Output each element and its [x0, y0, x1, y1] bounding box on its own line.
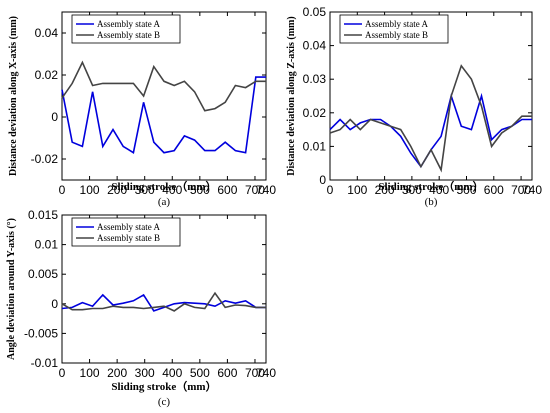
x-tick-label: 100 — [80, 183, 100, 197]
y-tick-label: 0.04 — [35, 26, 59, 40]
y-axis-label: Angle deviation around Y-axis (°) — [6, 218, 17, 360]
series-line-a — [329, 92, 532, 169]
x-tick-label: 400 — [429, 183, 449, 197]
x-tick-label: 100 — [80, 366, 100, 380]
legend-box — [339, 14, 449, 44]
y-tick-label: 0.04 — [303, 39, 327, 53]
legend-box — [71, 217, 181, 247]
y-tick-label: 0.015 — [28, 208, 58, 222]
x-tick-label: 300 — [402, 183, 422, 197]
y-tick-label: 0.02 — [35, 68, 59, 82]
y-tick-label: 0.03 — [303, 72, 327, 86]
x-tick-label: 0 — [59, 183, 66, 197]
x-tick-label: 100 — [347, 183, 367, 197]
legend-label-a: Assembly state A — [97, 19, 160, 29]
legend-label-a: Assembly state A — [365, 19, 428, 29]
series-line-b — [61, 60, 266, 112]
panel-caption: (b) — [425, 196, 438, 208]
plot-frame — [61, 11, 267, 181]
x-tick-label: 0 — [59, 366, 66, 380]
x-tick-label: 200 — [107, 183, 127, 197]
x-tick-label: 740 — [256, 366, 276, 380]
series-line-a — [61, 293, 266, 312]
y-axis-label: Distance deviation along X-axis (mm) — [8, 16, 19, 176]
x-tick-label: 600 — [217, 366, 237, 380]
x-tick-label: 300 — [135, 183, 155, 197]
legend-label-b: Assembly state B — [97, 233, 160, 243]
panel-caption: (a) — [158, 196, 171, 208]
x-tick-label: 400 — [162, 366, 182, 380]
y-tick-label: 0.02 — [303, 106, 327, 120]
x-tick-label: 200 — [107, 366, 127, 380]
y-tick-label: 0.01 — [303, 139, 327, 153]
x-tick-label: 0 — [327, 183, 334, 197]
y-tick-label: 0 — [51, 297, 58, 311]
panel-caption: (c) — [158, 396, 171, 408]
plot-frame — [329, 11, 533, 181]
legend-label-b: Assembly state B — [97, 30, 160, 40]
y-tick-label: -0.005 — [24, 326, 58, 340]
y-tick-label: 0.005 — [28, 267, 58, 281]
legend-box — [71, 14, 181, 44]
series-line-b — [329, 64, 532, 173]
x-tick-label: 700 — [245, 183, 265, 197]
x-tick-label: 700 — [511, 183, 531, 197]
x-tick-label: 600 — [484, 183, 504, 197]
x-axis-label: Sliding stroke（mm） — [378, 180, 483, 193]
series-line-b — [61, 291, 266, 312]
y-tick-label: 0 — [319, 173, 326, 187]
x-axis-label: Sliding stroke（mm） — [111, 180, 216, 193]
y-axis-label: Distance deviation along Z-axis (mm) — [286, 16, 297, 175]
x-tick-label: 740 — [522, 183, 542, 197]
legend-label-b: Assembly state B — [365, 30, 428, 40]
y-tick-label: 0 — [51, 110, 58, 124]
series-line-a — [61, 76, 266, 154]
x-tick-label: 400 — [162, 183, 182, 197]
y-tick-label: -0.02 — [31, 152, 59, 166]
x-tick-label: 700 — [245, 366, 265, 380]
y-tick-label: -0.01 — [31, 356, 59, 370]
y-tick-label: 0.05 — [303, 5, 327, 19]
x-tick-label: 500 — [190, 366, 210, 380]
x-tick-label: 300 — [135, 366, 155, 380]
legend-label-a: Assembly state A — [97, 222, 160, 232]
x-tick-label: 600 — [217, 183, 237, 197]
x-tick-label: 200 — [375, 183, 395, 197]
plot-frame — [61, 214, 267, 364]
x-tick-label: 740 — [256, 183, 276, 197]
y-tick-label: 0.01 — [35, 238, 59, 252]
x-axis-label: Sliding stroke（mm） — [111, 380, 216, 393]
x-tick-label: 500 — [456, 183, 476, 197]
x-tick-label: 500 — [190, 183, 210, 197]
